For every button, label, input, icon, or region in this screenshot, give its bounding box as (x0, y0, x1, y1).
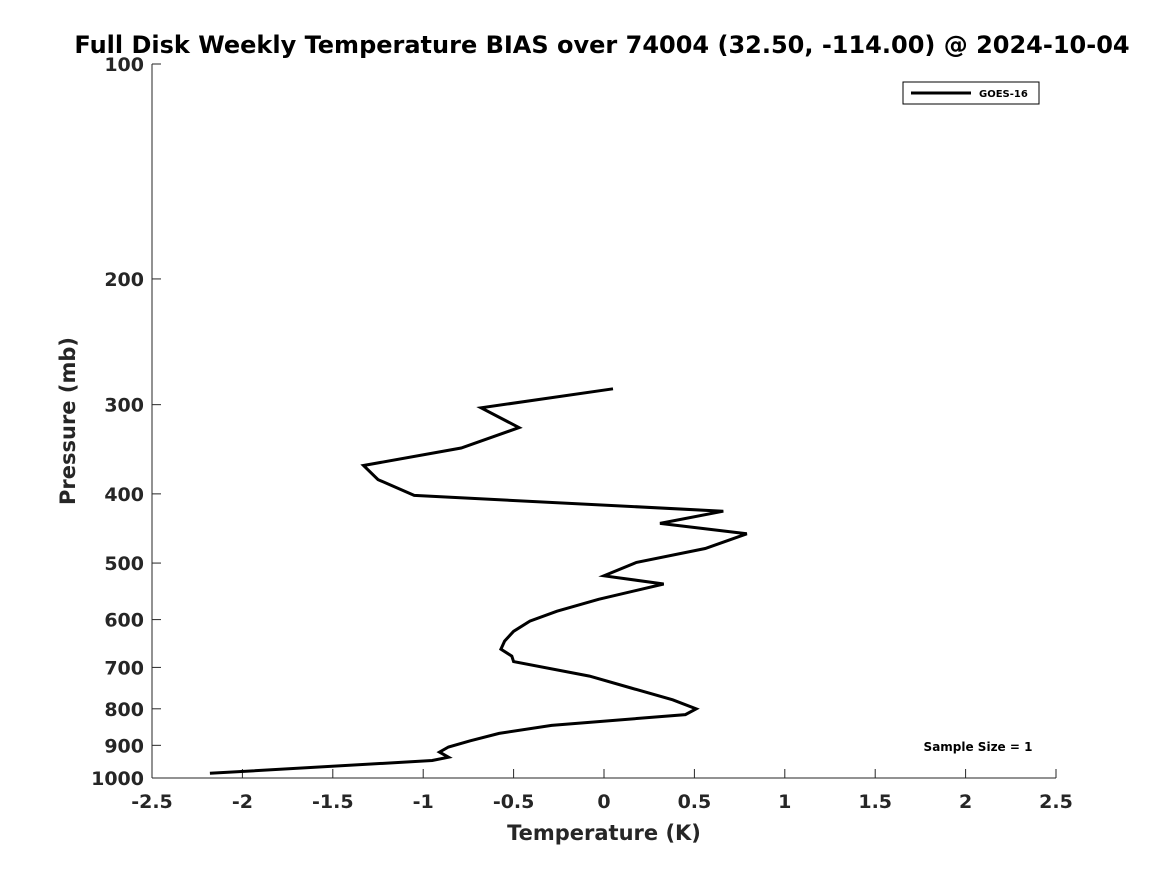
x-axis-ticks: -2.5 -2 -1.5 -1 -0.5 0 0.5 1 1.5 2 2.5 (131, 769, 1073, 813)
y-tick-label: 800 (104, 699, 144, 721)
sample-size-annotation: Sample Size = 1 (924, 740, 1033, 754)
series-line-goes-16 (209, 387, 748, 775)
y-tick-label: 600 (104, 610, 144, 632)
x-tick-label: -2.5 (131, 791, 173, 813)
x-axis-label: Temperature (K) (507, 821, 701, 845)
y-tick-label: 1000 (91, 768, 144, 790)
x-tick-label: 1 (778, 791, 791, 813)
y-tick-label: 500 (104, 553, 144, 575)
y-axis-ticks: 100 200 300 400 500 600 700 800 900 1000 (91, 54, 161, 790)
y-tick-label: 300 (104, 395, 144, 417)
y-tick-label: 700 (104, 657, 144, 679)
x-tick-label: -1 (413, 791, 434, 813)
legend: GOES-16 (902, 81, 1040, 105)
x-tick-label: 2 (959, 791, 972, 813)
x-tick-label: -0.5 (493, 791, 535, 813)
x-tick-label: 0 (597, 791, 610, 813)
x-tick-label: 2.5 (1039, 791, 1073, 813)
y-tick-label: 400 (104, 484, 144, 506)
chart-title: Full Disk Weekly Temperature BIAS over 7… (74, 31, 1129, 59)
x-tick-label: -2 (232, 791, 253, 813)
y-axis-label: Pressure (mb) (56, 337, 80, 505)
x-tick-label: 1.5 (858, 791, 892, 813)
y-tick-label: 900 (104, 735, 144, 757)
plot-axes (151, 64, 1056, 779)
y-tick-label: 100 (104, 54, 144, 76)
y-tick-label: 200 (104, 269, 144, 291)
series-layer (209, 387, 748, 775)
x-tick-label: -1.5 (312, 791, 354, 813)
legend-label-goes-16: GOES-16 (979, 89, 1028, 100)
x-tick-label: 0.5 (678, 791, 712, 813)
